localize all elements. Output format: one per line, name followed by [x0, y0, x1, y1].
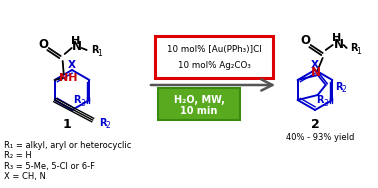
Text: O: O [39, 37, 49, 51]
Text: 2: 2 [341, 86, 346, 95]
Text: R: R [316, 95, 324, 105]
Text: O: O [301, 35, 311, 48]
Text: N: N [311, 67, 321, 80]
Text: H₂O, MW,: H₂O, MW, [174, 95, 225, 105]
Text: 2: 2 [105, 121, 110, 130]
Text: 3: 3 [324, 99, 329, 108]
Text: X: X [311, 60, 319, 70]
Text: H: H [332, 33, 341, 43]
Text: 2: 2 [311, 118, 319, 131]
Text: R₁ = alkyl, aryl or heterocyclic: R₁ = alkyl, aryl or heterocyclic [4, 142, 132, 151]
Text: R₃ = 5-Me, 5-Cl or 6-F: R₃ = 5-Me, 5-Cl or 6-F [4, 161, 95, 171]
Text: 40% - 93% yield: 40% - 93% yield [286, 133, 354, 142]
Text: N: N [72, 40, 82, 54]
Text: R: R [99, 118, 107, 128]
Text: R: R [350, 43, 358, 53]
Text: 1: 1 [97, 49, 102, 58]
Text: X: X [68, 60, 76, 70]
Text: 1: 1 [63, 118, 71, 131]
Text: H: H [71, 36, 80, 46]
Text: 10 min: 10 min [180, 106, 218, 116]
Text: N: N [334, 37, 344, 51]
Text: 3: 3 [81, 99, 86, 108]
Text: 1: 1 [356, 46, 361, 55]
Text: R₂ = H: R₂ = H [4, 152, 32, 161]
Text: R: R [91, 45, 98, 55]
Text: R: R [74, 95, 81, 105]
Bar [158, 88, 240, 120]
Text: R: R [335, 82, 342, 92]
Text: 10 mol% Ag₂CO₃: 10 mol% Ag₂CO₃ [178, 61, 251, 70]
Text: X = CH, N: X = CH, N [4, 171, 46, 180]
Text: 10 mol% [Au(PPh₃)]Cl: 10 mol% [Au(PPh₃)]Cl [167, 45, 261, 54]
Bar [155, 36, 273, 78]
FancyArrowPatch shape [151, 80, 273, 91]
Text: NH: NH [59, 73, 78, 83]
